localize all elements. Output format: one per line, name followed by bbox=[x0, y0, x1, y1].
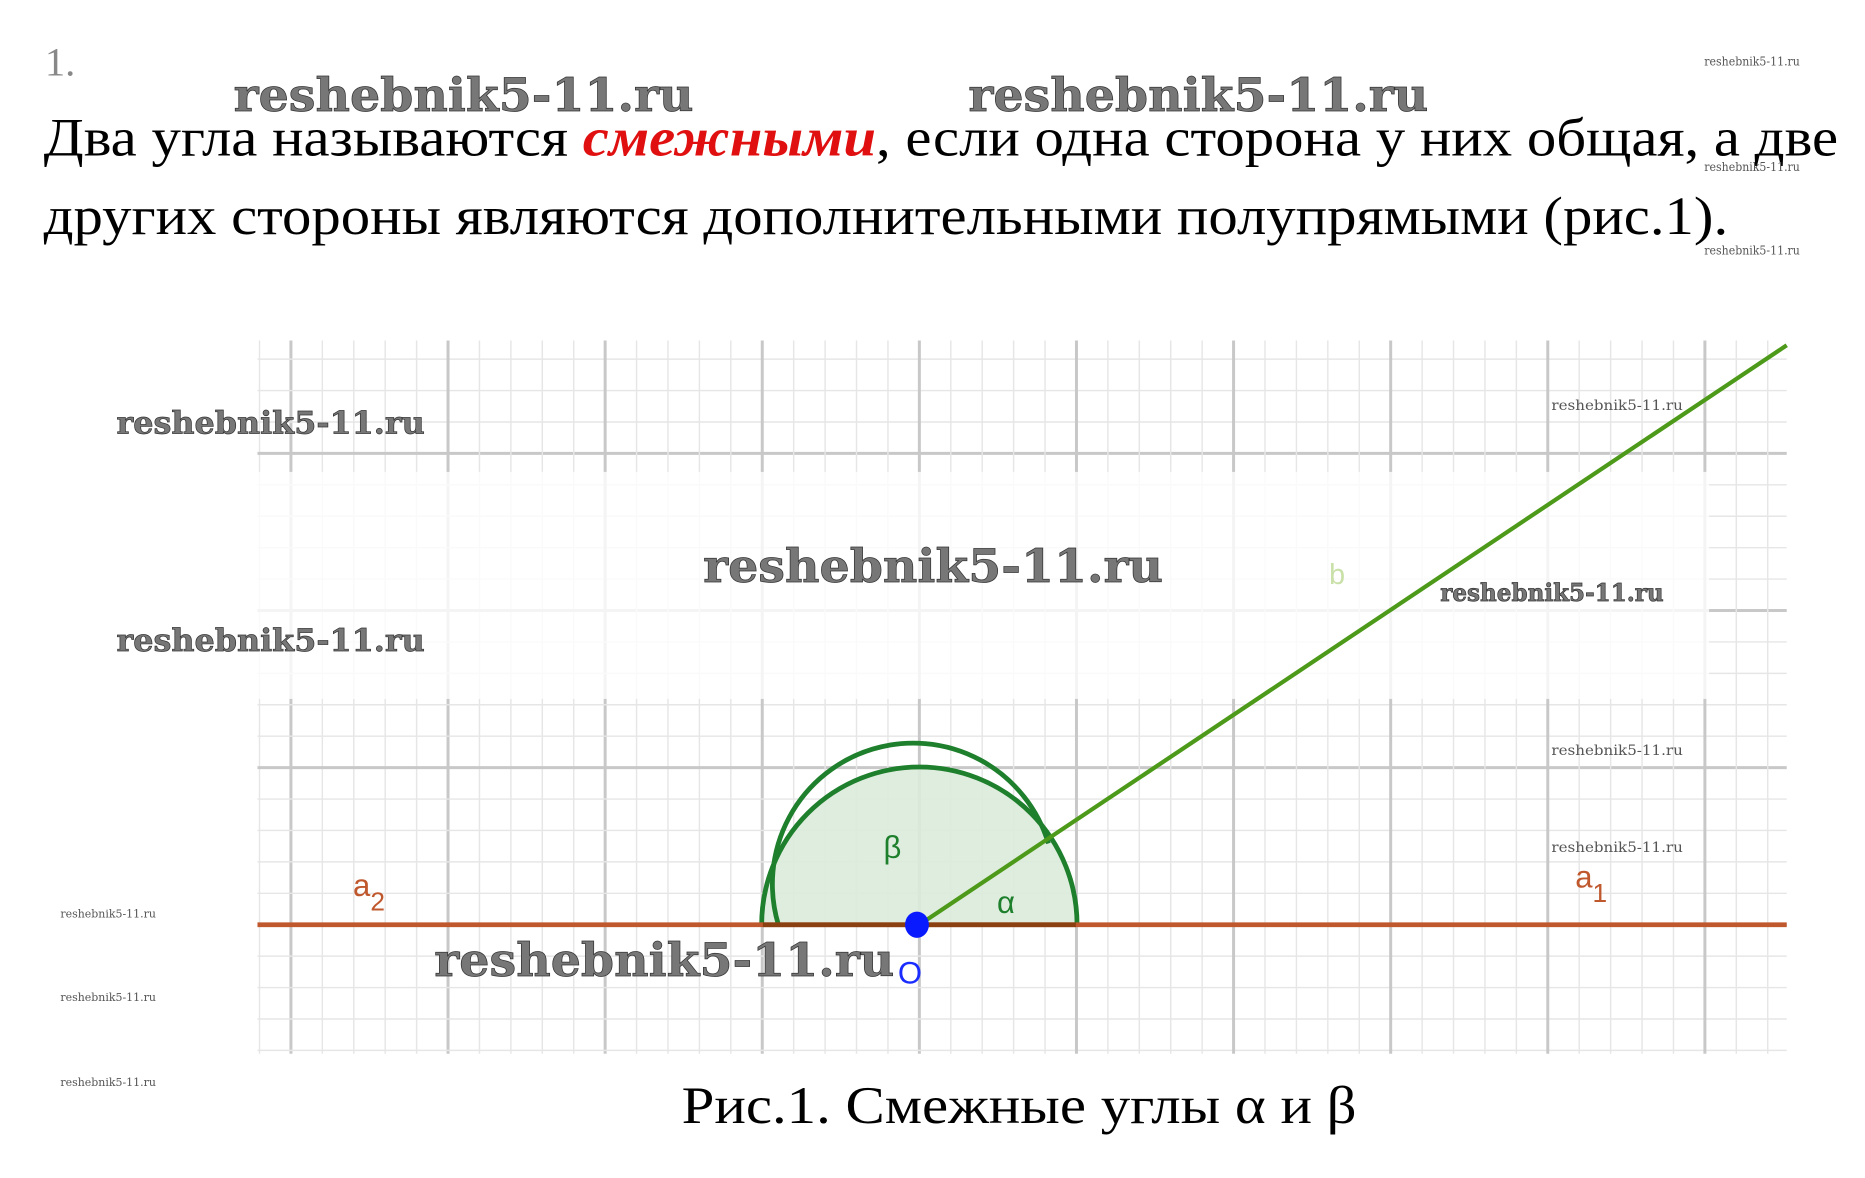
arc-beta-inner bbox=[770, 740, 1051, 926]
term-smezhnye: смежными bbox=[583, 107, 876, 167]
label-beta: β bbox=[884, 830, 902, 865]
label-a1: a1 bbox=[1575, 860, 1607, 908]
watermark: reshebnik5-11.ru bbox=[1704, 55, 1800, 69]
watermark: reshebnik5-11.ru bbox=[1551, 743, 1682, 759]
angle-sector bbox=[762, 768, 1076, 925]
watermark: reshebnik5-11.ru bbox=[1704, 160, 1800, 174]
label-origin: O bbox=[898, 955, 922, 990]
watermark: reshebnik5-11.ru bbox=[1440, 579, 1663, 607]
problem-number: 1. bbox=[45, 39, 75, 84]
watermark: reshebnik5-11.ru bbox=[60, 991, 156, 1004]
label-b: b bbox=[1329, 559, 1345, 591]
erased-area bbox=[257, 471, 1710, 699]
watermark: reshebnik5-11.ru bbox=[434, 933, 894, 987]
watermark: reshebnik5-11.ru bbox=[1551, 840, 1682, 856]
label-a2: a2 bbox=[353, 868, 385, 916]
ray-b bbox=[918, 343, 1788, 927]
paragraph-line-1: Два угла называются смежными, если одна … bbox=[44, 107, 1838, 167]
watermark: reshebnik5-11.ru bbox=[234, 68, 694, 122]
watermark: reshebnik5-11.ru bbox=[60, 1076, 156, 1089]
watermark: reshebnik5-11.ru bbox=[60, 908, 156, 921]
watermarks: reshebnik5-11.ru reshebnik5-11.ru resheb… bbox=[60, 55, 1800, 1089]
watermark: reshebnik5-11.ru bbox=[1704, 243, 1800, 257]
paragraph-line-2: других стороны являются дополнительными … bbox=[44, 186, 1729, 246]
figure-caption: Рис.1. Смежные углы α и β bbox=[682, 1077, 1357, 1135]
watermark: reshebnik5-11.ru bbox=[117, 623, 425, 659]
watermark: reshebnik5-11.ru bbox=[117, 406, 425, 442]
label-alpha: α bbox=[997, 885, 1015, 920]
watermark: reshebnik5-11.ru bbox=[968, 68, 1428, 122]
watermark: reshebnik5-11.ru bbox=[703, 539, 1163, 593]
point-o bbox=[905, 911, 929, 938]
watermark: reshebnik5-11.ru bbox=[1551, 398, 1682, 414]
arc-beta-outer bbox=[759, 764, 1080, 925]
